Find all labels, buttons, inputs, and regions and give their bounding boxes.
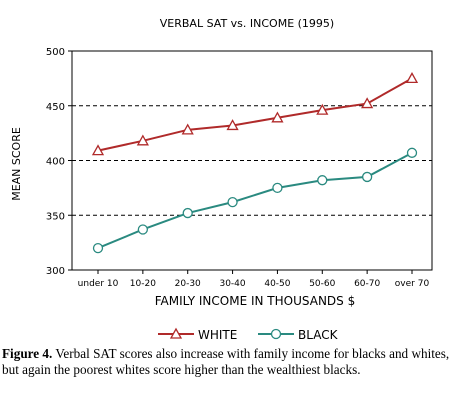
series-white <box>91 72 419 156</box>
y-tick-label: 500 <box>46 47 65 58</box>
legend: WHITE BLACK <box>158 327 339 342</box>
data-point-white <box>226 119 239 131</box>
y-tick-label: 350 <box>46 211 65 222</box>
data-point-white <box>271 111 284 123</box>
x-tick-label: 10-20 <box>130 279 156 289</box>
data-point-white <box>405 72 419 84</box>
legend-item-black: BLACK <box>258 328 339 342</box>
x-tick-label: 50-60 <box>309 279 335 289</box>
data-point-black <box>272 182 283 194</box>
data-point-white <box>181 123 194 135</box>
data-point-white <box>316 103 329 115</box>
data-point-black <box>227 196 238 208</box>
caption-text: Verbal SAT scores also increase with fam… <box>2 346 450 377</box>
data-point-black <box>361 171 373 183</box>
figure-caption: Figure 4. Verbal SAT scores also increas… <box>2 346 458 378</box>
data-point-black <box>182 207 193 219</box>
x-axis-ticks: under 10 10-20 20-30 30-40 40-50 50-60 60-70 ov… <box>78 270 430 289</box>
data-point-black <box>92 242 104 254</box>
chart-title: VERBAL SAT vs. INCOME (1995) <box>160 17 334 30</box>
series-black <box>92 147 418 254</box>
data-point-white <box>136 134 149 146</box>
data-point-white <box>91 144 105 156</box>
y-axis-label: MEAN SCORE <box>10 127 23 201</box>
series-line-black <box>97 151 413 250</box>
y-tick-label: 400 <box>46 157 65 168</box>
gridlines <box>72 105 432 216</box>
series-line-white <box>97 77 413 152</box>
data-point-white <box>361 97 374 109</box>
legend-marker-black <box>270 328 282 340</box>
legend-item-white: WHITE <box>158 327 237 342</box>
legend-marker-white <box>169 327 183 339</box>
x-tick-label: over 70 <box>395 279 430 289</box>
y-axis-ticks: 300 350 400 450 500 <box>46 47 72 277</box>
x-tick-label: 60-70 <box>354 279 380 289</box>
x-tick-label: 40-50 <box>264 279 290 289</box>
legend-label-black: BLACK <box>298 328 339 342</box>
data-point-black <box>406 147 418 158</box>
y-tick-label: 300 <box>46 266 65 277</box>
legend-label-white: WHITE <box>198 328 237 342</box>
data-point-black <box>137 224 149 235</box>
x-tick-label: 30-40 <box>219 279 245 289</box>
x-axis-label: FAMILY INCOME IN THOUSANDS $ <box>155 294 355 308</box>
y-tick-label: 450 <box>46 102 65 113</box>
caption-label: Figure 4. <box>2 346 53 361</box>
series-layer <box>91 72 419 254</box>
data-point-black <box>317 175 328 186</box>
plot-frame <box>71 50 433 271</box>
x-tick-label: 20-30 <box>175 279 201 289</box>
x-tick-label: under 10 <box>78 279 119 289</box>
